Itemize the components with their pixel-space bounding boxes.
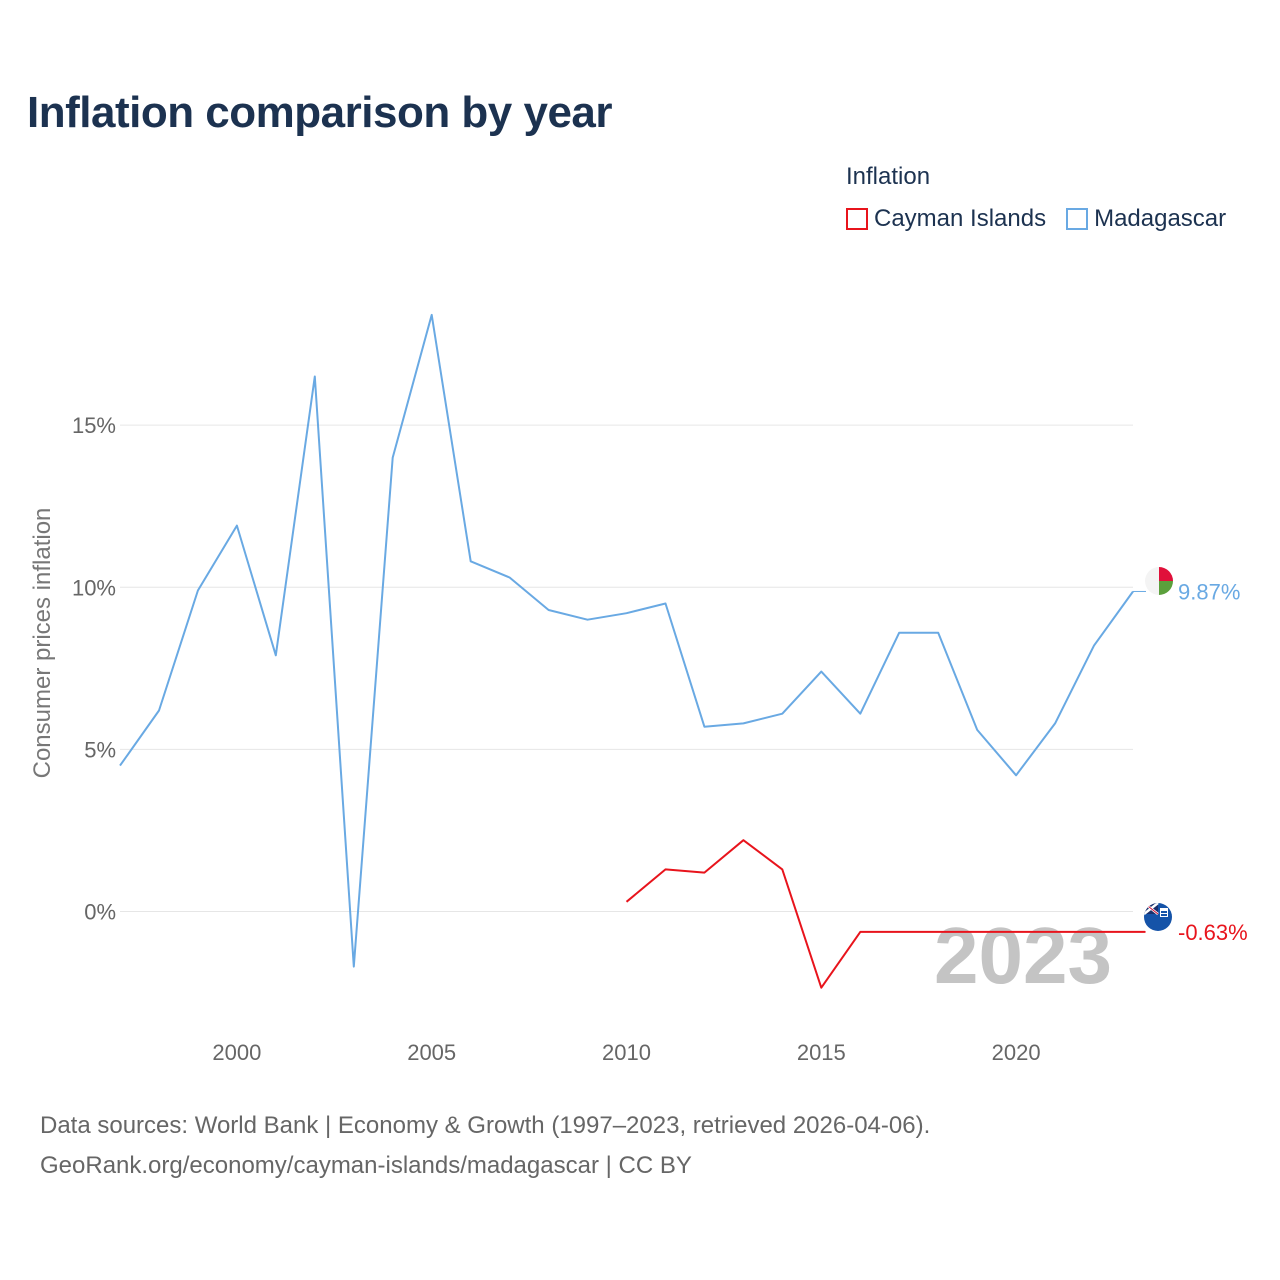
series-line-cayman-islands[interactable] — [625, 839, 1146, 989]
legend-title: Inflation — [846, 163, 931, 190]
x-tick-label: 2000 — [212, 1040, 261, 1065]
y-tick-label: 15% — [72, 413, 116, 438]
sources-line-2[interactable]: GeoRank.org/economy/cayman-islands/madag… — [40, 1152, 692, 1179]
end-value-label-madagascar: 9.87% — [1178, 579, 1240, 604]
y-axis-label: Consumer prices inflation — [29, 508, 56, 779]
legend-item-madagascar[interactable]: Madagascar — [1066, 205, 1226, 233]
line-chart: 0% 5% 10% 15% 2000 2005 2010 2015 2020 Consumer… — [29, 313, 1248, 1065]
chart-title: Inflation comparison by year — [27, 88, 613, 137]
x-axis-ticks: 2000 2005 2010 2015 2020 — [212, 1040, 1040, 1065]
legend-label-madagascar: Madagascar — [1094, 205, 1227, 232]
madagascar-flag-icon — [1145, 567, 1173, 595]
sources-line-1: Data sources: World Bank | Economy & Gro… — [40, 1112, 931, 1139]
cayman-islands-flag-icon — [1144, 903, 1172, 931]
gridlines — [120, 424, 1133, 913]
year-watermark: 2023 — [934, 911, 1112, 1000]
x-tick-label: 2015 — [797, 1040, 846, 1065]
legend-swatch-cayman-islands — [846, 208, 868, 230]
y-tick-label: 5% — [84, 737, 116, 762]
end-value-label-cayman-islands: -0.63% — [1178, 920, 1248, 945]
legend-label-cayman-islands: Cayman Islands — [874, 205, 1047, 232]
y-axis-ticks: 0% 5% 10% 15% — [72, 413, 116, 924]
x-tick-label: 2020 — [992, 1040, 1041, 1065]
legend: Cayman Islands Madagascar — [846, 205, 1226, 233]
x-tick-label: 2010 — [602, 1040, 651, 1065]
data-sources: Data sources: World Bank | Economy & Gro… — [40, 1106, 930, 1186]
end-labels: 9.87% -0.63% — [1178, 579, 1248, 944]
x-tick-label: 2005 — [407, 1040, 456, 1065]
legend-swatch-madagascar — [1066, 208, 1089, 230]
y-tick-label: 10% — [72, 575, 116, 600]
series-lines — [119, 313, 1146, 989]
y-tick-label: 0% — [84, 900, 116, 925]
series-line-madagascar[interactable] — [119, 313, 1134, 968]
legend-item-cayman-islands[interactable]: Cayman Islands — [846, 205, 1046, 233]
